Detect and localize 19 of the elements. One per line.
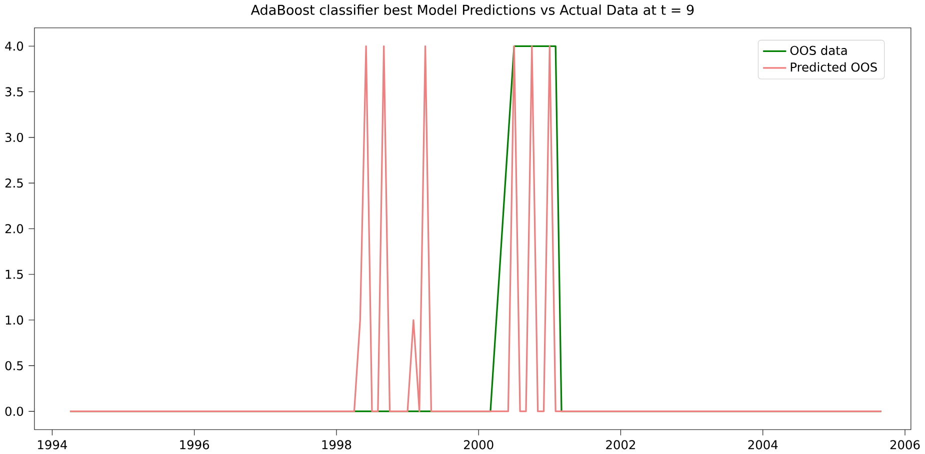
x-tick-label: 1998 xyxy=(322,440,352,450)
x-tick-label: 2006 xyxy=(890,440,920,450)
y-tick-label: 1.5 xyxy=(6,270,23,279)
x-tick-label: 1994 xyxy=(38,440,67,450)
legend-label: OOS data xyxy=(790,46,847,56)
y-tick-label: 2.0 xyxy=(5,224,24,234)
chart-title: AdaBoost classifier best Model Predictions vs Actual Data at t = 9 xyxy=(250,4,694,16)
x-tick-label: 2004 xyxy=(748,440,778,450)
y-tick-label: 1.0 xyxy=(6,315,24,325)
y-tick-label: 3.5 xyxy=(5,87,23,96)
x-tick-label: 2000 xyxy=(464,440,494,450)
y-tick-label: 0.5 xyxy=(5,361,23,370)
legend-label: Predicted OOS xyxy=(790,62,877,72)
x-tick-label: 2002 xyxy=(606,440,635,450)
y-tick-label: 4.0 xyxy=(5,42,24,51)
y-tick-label: 0.0 xyxy=(5,406,24,416)
y-tick-label: 2.5 xyxy=(5,178,23,188)
x-tick-label: 1996 xyxy=(180,440,210,450)
y-tick-label: 3.0 xyxy=(5,132,24,142)
